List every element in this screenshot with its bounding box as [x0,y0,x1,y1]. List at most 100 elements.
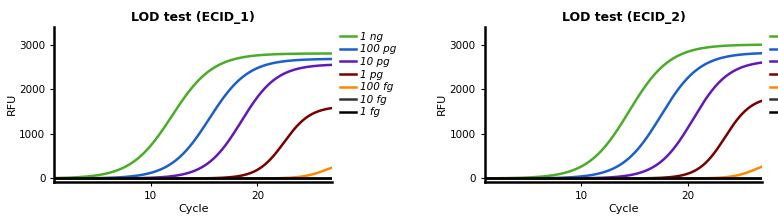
10 fg [646,177,655,180]
10 fg [328,177,337,180]
100 fg [50,177,59,180]
100 pg [646,131,655,134]
100 fg [215,177,224,180]
Line: 100 pg: 100 pg [485,53,762,178]
100 pg [215,102,224,104]
10 fg [321,177,330,180]
10 fg [758,177,767,180]
10 pg [751,62,760,65]
10 fg [630,177,640,180]
100 fg [612,177,622,180]
1 fg [708,177,717,180]
10 fg [50,177,59,180]
1 ng [480,177,489,180]
1 pg [215,176,224,179]
1 ng [328,52,337,55]
Line: 1 pg: 1 pg [54,108,332,178]
1 fg [758,177,767,180]
1 fg [612,177,622,180]
1 ng [751,44,760,46]
Y-axis label: RFU: RFU [437,93,447,115]
Title: LOD test (ECID_2): LOD test (ECID_2) [562,11,685,24]
1 pg [480,177,489,180]
X-axis label: Cycle: Cycle [178,204,209,214]
10 fg [614,177,623,180]
1 fg [215,177,224,180]
100 pg [50,177,59,180]
1 pg [181,177,191,180]
10 pg [184,172,193,174]
1 ng [181,93,191,96]
Legend: 1 ng, 100 pg, 10 pg, 1 pg, 100 fg, 10 fg, 1 fg: 1 ng, 100 pg, 10 pg, 1 pg, 100 fg, 10 fg… [340,32,396,117]
1 pg [646,177,655,180]
100 fg [630,177,640,180]
10 fg [708,177,717,180]
1 fg [630,177,640,180]
1 ng [184,91,193,94]
100 fg [708,177,717,179]
10 pg [708,89,717,91]
100 pg [751,52,760,55]
10 fg [751,177,760,180]
10 pg [277,73,286,76]
1 ng [612,130,622,132]
10 pg [630,173,640,175]
Line: 1 ng: 1 ng [54,54,332,178]
100 pg [708,59,717,62]
10 pg [480,177,489,180]
100 pg [321,58,330,60]
100 pg [181,149,191,152]
100 pg [277,60,286,63]
100 pg [328,58,337,60]
1 fg [277,177,286,180]
1 pg [321,108,330,111]
1 fg [200,177,209,180]
1 pg [614,177,623,180]
100 pg [480,177,489,180]
1 fg [321,177,330,180]
Line: 100 pg: 100 pg [54,59,332,178]
1 pg [277,144,286,146]
Title: LOD test (ECID_1): LOD test (ECID_1) [131,11,255,24]
1 ng [215,63,224,66]
1 fg [328,177,337,180]
1 ng [614,127,623,130]
1 ng [321,52,330,55]
10 fg [277,177,286,180]
100 fg [184,177,193,180]
100 fg [614,177,623,180]
10 fg [215,177,224,180]
10 pg [321,64,330,66]
10 pg [215,151,224,154]
1 fg [184,177,193,180]
10 pg [200,164,209,167]
10 fg [184,177,193,180]
10 pg [614,175,623,178]
100 pg [630,151,640,154]
10 pg [50,177,59,180]
1 fg [50,177,59,180]
10 fg [612,177,622,180]
Line: 10 pg: 10 pg [54,65,332,178]
1 pg [612,177,622,180]
10 fg [480,177,489,180]
1 pg [328,107,337,109]
100 fg [200,177,209,180]
1 ng [200,73,209,76]
10 pg [181,172,191,175]
100 fg [751,168,760,170]
1 fg [181,177,191,180]
X-axis label: Cycle: Cycle [608,204,639,214]
100 fg [328,166,337,169]
100 pg [614,165,623,167]
100 fg [758,165,767,168]
Line: 100 fg: 100 fg [54,168,332,178]
10 fg [200,177,209,180]
Line: 1 ng: 1 ng [485,45,762,178]
1 pg [50,177,59,180]
10 pg [612,176,622,178]
1 fg [751,177,760,180]
1 ng [646,79,655,81]
1 pg [708,154,717,157]
100 fg [480,177,489,180]
